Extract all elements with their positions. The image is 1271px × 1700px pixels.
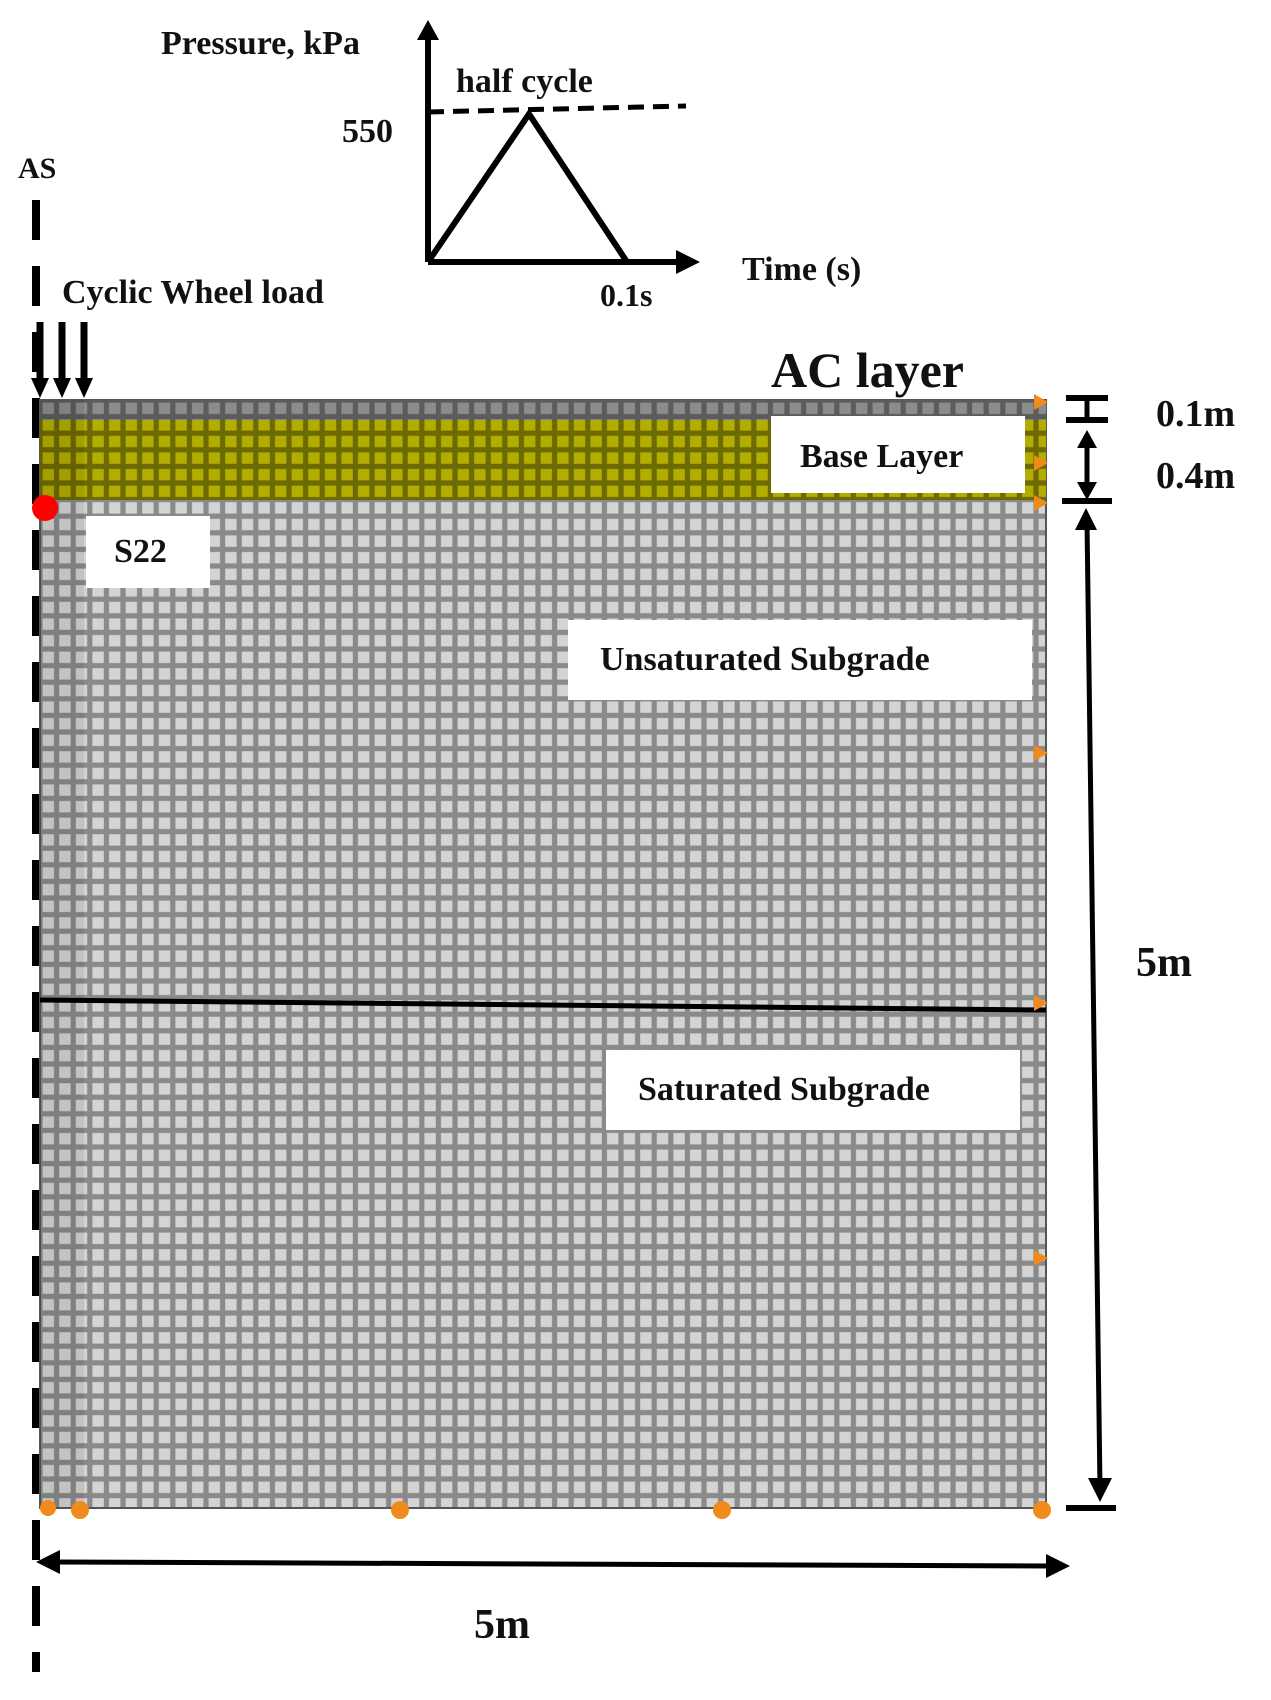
model-width-label: 5m bbox=[474, 1602, 530, 1648]
refined-mesh-strip bbox=[40, 400, 84, 1508]
ac-thickness-label: 0.1m bbox=[1156, 393, 1235, 435]
half-cycle-triangle bbox=[425, 108, 630, 264]
stress-point-marker bbox=[32, 495, 58, 521]
pin-marker-icon bbox=[40, 1500, 56, 1516]
saturated-label-box bbox=[606, 1050, 1020, 1130]
roller-marker-icon bbox=[1034, 745, 1048, 761]
wheel-load-arrows-icon bbox=[31, 322, 93, 398]
half-cycle-label: half cycle bbox=[456, 63, 593, 100]
inset-y-axis-arrow-icon bbox=[417, 20, 439, 40]
saturated-subgrade-label: Saturated Subgrade bbox=[638, 1071, 930, 1108]
ac-layer-label: AC layer bbox=[771, 342, 964, 398]
roller-marker-icon bbox=[1034, 495, 1048, 511]
peak-dashed-line bbox=[427, 103, 687, 115]
inset-x-axis-arrow-icon bbox=[676, 250, 700, 274]
roller-marker-icon bbox=[1034, 1250, 1048, 1266]
subgrade-depth-label: 5m bbox=[1136, 940, 1192, 986]
roller-marker-icon bbox=[1034, 995, 1048, 1011]
unsaturated-subgrade-label: Unsaturated Subgrade bbox=[600, 641, 930, 678]
stress-point-label-box bbox=[86, 516, 210, 588]
model-width-dimension bbox=[36, 1550, 1070, 1578]
inset-x-axis-label: Time (s) bbox=[742, 251, 861, 288]
subgrade-depth-dimension bbox=[1066, 508, 1116, 1511]
roller-marker-icon bbox=[1034, 455, 1048, 471]
pin-marker-icon bbox=[713, 1501, 731, 1519]
inset-y-axis-label: Pressure, kPa bbox=[161, 25, 360, 62]
base-thickness-label: 0.4m bbox=[1156, 455, 1235, 497]
boundary-markers bbox=[40, 394, 1051, 1519]
pressure-time-inset: Pressure, kPa 550 half cycle Time (s) 0.… bbox=[161, 20, 861, 313]
pin-marker-icon bbox=[71, 1501, 89, 1519]
ac-thickness-dimension bbox=[1066, 395, 1108, 423]
peak-value-label: 550 bbox=[342, 113, 393, 150]
axis-symmetry-label: AS bbox=[18, 152, 56, 185]
ac-layer-mesh bbox=[40, 400, 1046, 420]
base-layer-label: Base Layer bbox=[800, 438, 963, 475]
base-thickness-dimension bbox=[1062, 430, 1112, 504]
base-layer-label-box bbox=[771, 416, 1025, 493]
pin-marker-icon bbox=[391, 1501, 409, 1519]
cyclic-load-label: Cyclic Wheel load bbox=[62, 274, 324, 311]
water-table-line bbox=[39, 997, 1047, 1013]
pin-marker-icon bbox=[1033, 1501, 1051, 1519]
unsaturated-label-box bbox=[568, 620, 1032, 700]
stress-point-label: S22 bbox=[114, 533, 167, 570]
duration-label: 0.1s bbox=[600, 277, 652, 313]
roller-marker-icon bbox=[1034, 394, 1048, 410]
